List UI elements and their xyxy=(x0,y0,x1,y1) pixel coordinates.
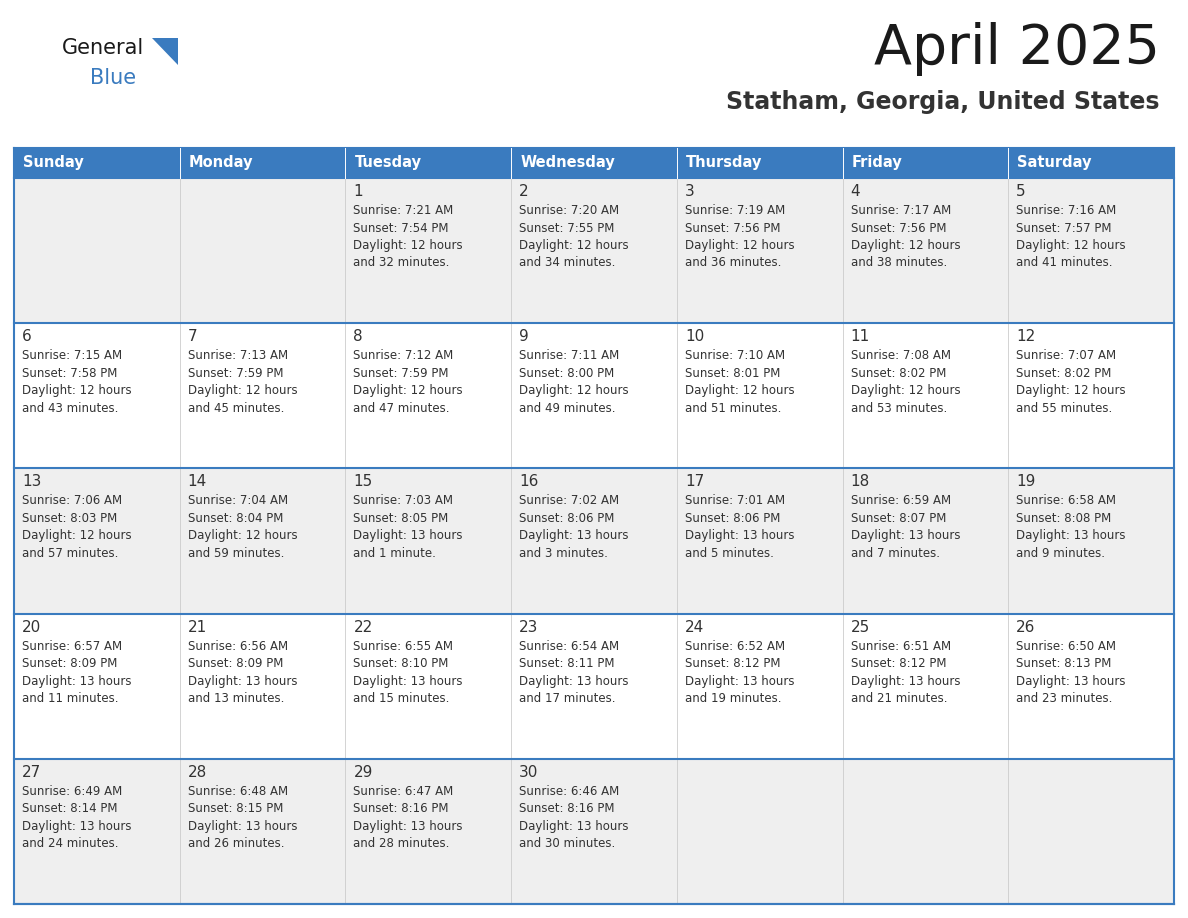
Text: Sunrise: 7:16 AM
Sunset: 7:57 PM
Daylight: 12 hours
and 41 minutes.: Sunrise: 7:16 AM Sunset: 7:57 PM Dayligh… xyxy=(1016,204,1126,270)
Text: 14: 14 xyxy=(188,475,207,489)
Text: Blue: Blue xyxy=(90,68,137,88)
Text: Sunrise: 6:56 AM
Sunset: 8:09 PM
Daylight: 13 hours
and 13 minutes.: Sunrise: 6:56 AM Sunset: 8:09 PM Dayligh… xyxy=(188,640,297,705)
Text: Sunrise: 6:55 AM
Sunset: 8:10 PM
Daylight: 13 hours
and 15 minutes.: Sunrise: 6:55 AM Sunset: 8:10 PM Dayligh… xyxy=(353,640,463,705)
Text: Sunrise: 6:47 AM
Sunset: 8:16 PM
Daylight: 13 hours
and 28 minutes.: Sunrise: 6:47 AM Sunset: 8:16 PM Dayligh… xyxy=(353,785,463,850)
Text: 29: 29 xyxy=(353,765,373,779)
Text: 24: 24 xyxy=(684,620,704,634)
Bar xyxy=(14,148,179,178)
Text: Saturday: Saturday xyxy=(1017,155,1092,171)
Text: Sunrise: 7:15 AM
Sunset: 7:58 PM
Daylight: 12 hours
and 43 minutes.: Sunrise: 7:15 AM Sunset: 7:58 PM Dayligh… xyxy=(23,349,132,415)
Text: Sunrise: 7:13 AM
Sunset: 7:59 PM
Daylight: 12 hours
and 45 minutes.: Sunrise: 7:13 AM Sunset: 7:59 PM Dayligh… xyxy=(188,349,297,415)
Text: Sunrise: 7:11 AM
Sunset: 8:00 PM
Daylight: 12 hours
and 49 minutes.: Sunrise: 7:11 AM Sunset: 8:00 PM Dayligh… xyxy=(519,349,628,415)
Text: 25: 25 xyxy=(851,620,870,634)
Text: 10: 10 xyxy=(684,330,704,344)
Text: 8: 8 xyxy=(353,330,364,344)
Bar xyxy=(346,148,511,178)
Polygon shape xyxy=(152,38,178,65)
Bar xyxy=(14,613,1174,759)
Text: Sunrise: 7:12 AM
Sunset: 7:59 PM
Daylight: 12 hours
and 47 minutes.: Sunrise: 7:12 AM Sunset: 7:59 PM Dayligh… xyxy=(353,349,463,415)
Text: Sunrise: 7:20 AM
Sunset: 7:55 PM
Daylight: 12 hours
and 34 minutes.: Sunrise: 7:20 AM Sunset: 7:55 PM Dayligh… xyxy=(519,204,628,270)
Text: 6: 6 xyxy=(23,330,32,344)
Text: Sunrise: 7:02 AM
Sunset: 8:06 PM
Daylight: 13 hours
and 3 minutes.: Sunrise: 7:02 AM Sunset: 8:06 PM Dayligh… xyxy=(519,495,628,560)
Text: 17: 17 xyxy=(684,475,704,489)
Text: Sunrise: 6:52 AM
Sunset: 8:12 PM
Daylight: 13 hours
and 19 minutes.: Sunrise: 6:52 AM Sunset: 8:12 PM Dayligh… xyxy=(684,640,795,705)
Bar xyxy=(14,759,1174,904)
Text: Wednesday: Wednesday xyxy=(520,155,615,171)
Text: Sunrise: 6:51 AM
Sunset: 8:12 PM
Daylight: 13 hours
and 21 minutes.: Sunrise: 6:51 AM Sunset: 8:12 PM Dayligh… xyxy=(851,640,960,705)
Text: 13: 13 xyxy=(23,475,42,489)
Text: 30: 30 xyxy=(519,765,538,779)
Bar xyxy=(14,178,1174,323)
Text: 18: 18 xyxy=(851,475,870,489)
Text: 9: 9 xyxy=(519,330,529,344)
Text: Sunrise: 6:58 AM
Sunset: 8:08 PM
Daylight: 13 hours
and 9 minutes.: Sunrise: 6:58 AM Sunset: 8:08 PM Dayligh… xyxy=(1016,495,1126,560)
Text: 12: 12 xyxy=(1016,330,1036,344)
Text: Statham, Georgia, United States: Statham, Georgia, United States xyxy=(727,90,1159,114)
Text: Sunrise: 7:10 AM
Sunset: 8:01 PM
Daylight: 12 hours
and 51 minutes.: Sunrise: 7:10 AM Sunset: 8:01 PM Dayligh… xyxy=(684,349,795,415)
Text: Sunrise: 6:59 AM
Sunset: 8:07 PM
Daylight: 13 hours
and 7 minutes.: Sunrise: 6:59 AM Sunset: 8:07 PM Dayligh… xyxy=(851,495,960,560)
Text: 26: 26 xyxy=(1016,620,1036,634)
Text: Sunrise: 7:07 AM
Sunset: 8:02 PM
Daylight: 12 hours
and 55 minutes.: Sunrise: 7:07 AM Sunset: 8:02 PM Dayligh… xyxy=(1016,349,1126,415)
Text: Sunrise: 6:46 AM
Sunset: 8:16 PM
Daylight: 13 hours
and 30 minutes.: Sunrise: 6:46 AM Sunset: 8:16 PM Dayligh… xyxy=(519,785,628,850)
Text: 27: 27 xyxy=(23,765,42,779)
Text: Sunrise: 7:17 AM
Sunset: 7:56 PM
Daylight: 12 hours
and 38 minutes.: Sunrise: 7:17 AM Sunset: 7:56 PM Dayligh… xyxy=(851,204,960,270)
Text: 15: 15 xyxy=(353,475,373,489)
Text: Monday: Monday xyxy=(189,155,253,171)
Text: 2: 2 xyxy=(519,184,529,199)
Text: 3: 3 xyxy=(684,184,695,199)
Bar xyxy=(511,148,677,178)
Text: Sunrise: 6:57 AM
Sunset: 8:09 PM
Daylight: 13 hours
and 11 minutes.: Sunrise: 6:57 AM Sunset: 8:09 PM Dayligh… xyxy=(23,640,132,705)
Text: Sunrise: 7:06 AM
Sunset: 8:03 PM
Daylight: 12 hours
and 57 minutes.: Sunrise: 7:06 AM Sunset: 8:03 PM Dayligh… xyxy=(23,495,132,560)
Text: Sunrise: 6:50 AM
Sunset: 8:13 PM
Daylight: 13 hours
and 23 minutes.: Sunrise: 6:50 AM Sunset: 8:13 PM Dayligh… xyxy=(1016,640,1126,705)
Text: April 2025: April 2025 xyxy=(874,22,1159,76)
Text: Thursday: Thursday xyxy=(685,155,763,171)
Bar xyxy=(842,148,1009,178)
Text: Sunrise: 6:48 AM
Sunset: 8:15 PM
Daylight: 13 hours
and 26 minutes.: Sunrise: 6:48 AM Sunset: 8:15 PM Dayligh… xyxy=(188,785,297,850)
Text: 16: 16 xyxy=(519,475,538,489)
Text: 4: 4 xyxy=(851,184,860,199)
Text: 1: 1 xyxy=(353,184,364,199)
Text: Friday: Friday xyxy=(852,155,903,171)
Text: Sunrise: 7:08 AM
Sunset: 8:02 PM
Daylight: 12 hours
and 53 minutes.: Sunrise: 7:08 AM Sunset: 8:02 PM Dayligh… xyxy=(851,349,960,415)
Bar xyxy=(677,148,842,178)
Text: 21: 21 xyxy=(188,620,207,634)
Text: 20: 20 xyxy=(23,620,42,634)
Text: 23: 23 xyxy=(519,620,538,634)
Text: 19: 19 xyxy=(1016,475,1036,489)
Text: 5: 5 xyxy=(1016,184,1026,199)
Text: Tuesday: Tuesday xyxy=(354,155,422,171)
Text: Sunrise: 7:03 AM
Sunset: 8:05 PM
Daylight: 13 hours
and 1 minute.: Sunrise: 7:03 AM Sunset: 8:05 PM Dayligh… xyxy=(353,495,463,560)
Text: Sunday: Sunday xyxy=(23,155,83,171)
Text: 11: 11 xyxy=(851,330,870,344)
Text: 28: 28 xyxy=(188,765,207,779)
Bar xyxy=(14,323,1174,468)
Text: Sunrise: 7:04 AM
Sunset: 8:04 PM
Daylight: 12 hours
and 59 minutes.: Sunrise: 7:04 AM Sunset: 8:04 PM Dayligh… xyxy=(188,495,297,560)
Text: Sunrise: 7:19 AM
Sunset: 7:56 PM
Daylight: 12 hours
and 36 minutes.: Sunrise: 7:19 AM Sunset: 7:56 PM Dayligh… xyxy=(684,204,795,270)
Text: Sunrise: 7:21 AM
Sunset: 7:54 PM
Daylight: 12 hours
and 32 minutes.: Sunrise: 7:21 AM Sunset: 7:54 PM Dayligh… xyxy=(353,204,463,270)
Text: 22: 22 xyxy=(353,620,373,634)
Text: 7: 7 xyxy=(188,330,197,344)
Bar xyxy=(179,148,346,178)
Bar xyxy=(14,468,1174,613)
Text: General: General xyxy=(62,38,144,58)
Text: Sunrise: 6:54 AM
Sunset: 8:11 PM
Daylight: 13 hours
and 17 minutes.: Sunrise: 6:54 AM Sunset: 8:11 PM Dayligh… xyxy=(519,640,628,705)
Text: Sunrise: 6:49 AM
Sunset: 8:14 PM
Daylight: 13 hours
and 24 minutes.: Sunrise: 6:49 AM Sunset: 8:14 PM Dayligh… xyxy=(23,785,132,850)
Bar xyxy=(1009,148,1174,178)
Text: Sunrise: 7:01 AM
Sunset: 8:06 PM
Daylight: 13 hours
and 5 minutes.: Sunrise: 7:01 AM Sunset: 8:06 PM Dayligh… xyxy=(684,495,795,560)
